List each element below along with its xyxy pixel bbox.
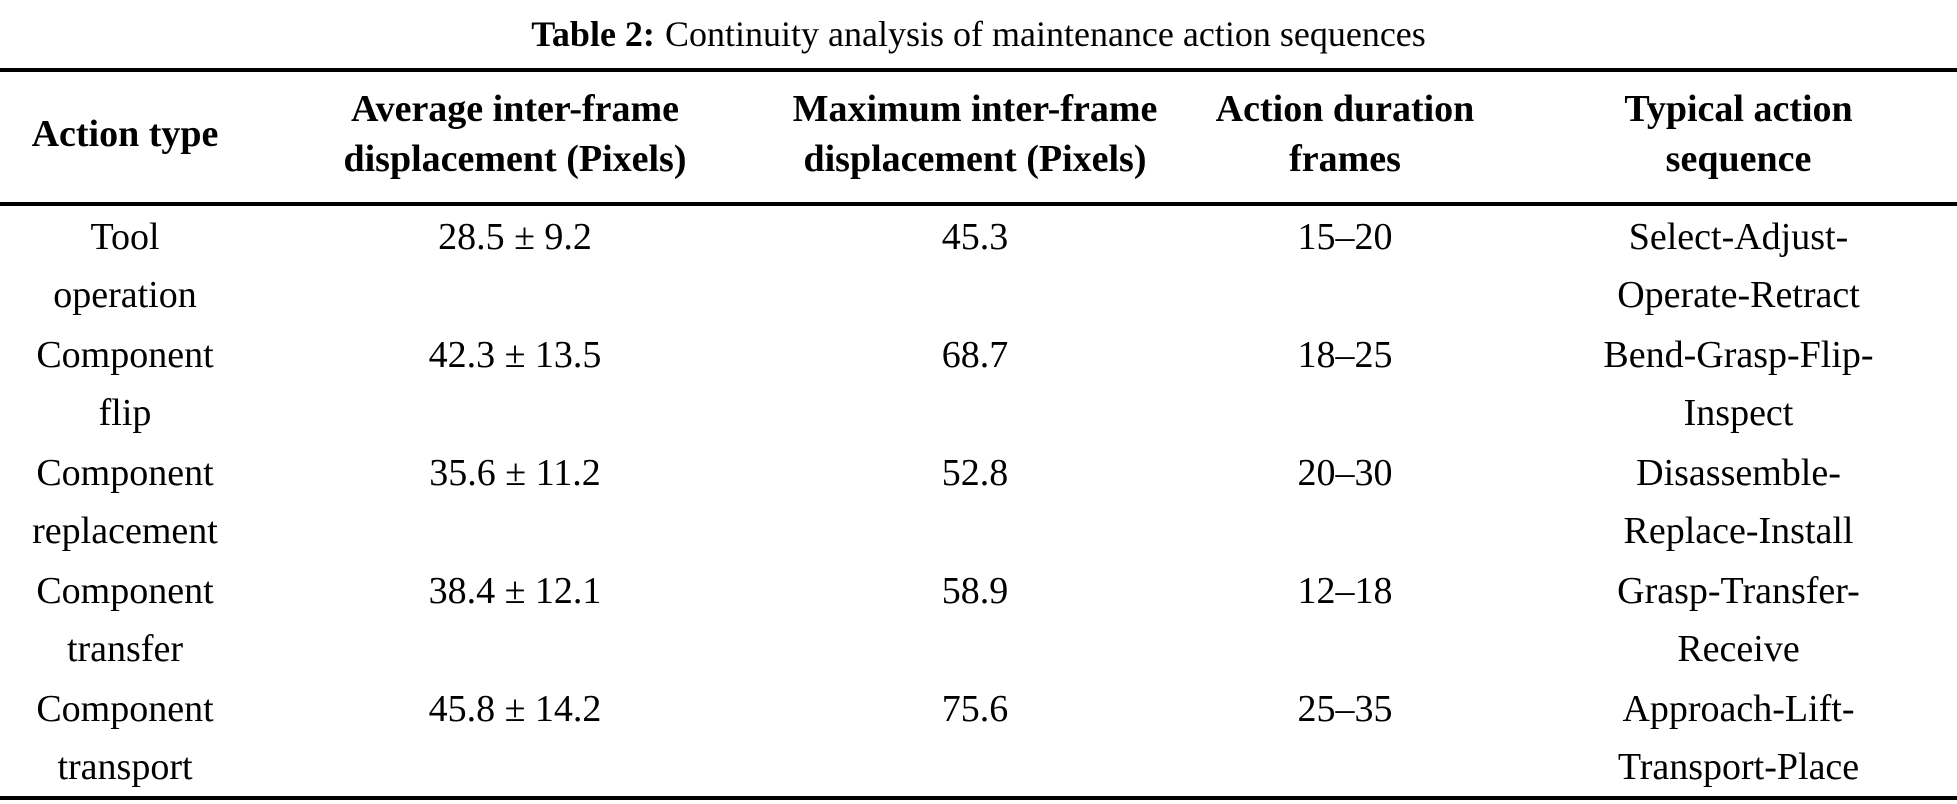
cell-duration-frames: 25–35 bbox=[1297, 688, 1393, 730]
cell-avg-displacement: 35.6 ± 11.2 bbox=[429, 452, 601, 494]
cell-max-displacement: 58.9 bbox=[941, 570, 1009, 612]
cell-action-type: Component transfer bbox=[36, 570, 214, 670]
cell-action-sequence: Grasp-Transfer- Receive bbox=[1617, 570, 1860, 670]
header-row: Action type Average inter-frame displace… bbox=[0, 70, 1957, 206]
caption-text: Continuity analysis of maintenance actio… bbox=[665, 14, 1426, 54]
table-row: Component transport 45.8 ± 14.2 75.6 25–… bbox=[0, 678, 1957, 798]
table-row: Tool operation 28.5 ± 9.2 45.3 15–20 Sel… bbox=[0, 204, 1957, 324]
cell-action-type: Component transport bbox=[36, 688, 214, 788]
col-header-action-type: Action type bbox=[0, 70, 250, 206]
cell-action-sequence: Bend-Grasp-Flip- Inspect bbox=[1603, 334, 1874, 434]
cell-max-displacement: 45.3 bbox=[941, 216, 1009, 258]
cell-action-sequence: Approach-Lift- Transport-Place bbox=[1617, 688, 1860, 788]
cell-avg-displacement: 45.8 ± 14.2 bbox=[428, 688, 602, 730]
cell-duration-frames: 18–25 bbox=[1297, 334, 1393, 376]
caption-label: Table 2: bbox=[531, 14, 655, 54]
col-header-duration-frames: Action duration frames bbox=[1170, 70, 1520, 206]
col-header-action-sequence: Typical action sequence bbox=[1520, 70, 1957, 206]
cell-duration-frames: 15–20 bbox=[1297, 216, 1393, 258]
table-row: Component replacement 35.6 ± 11.2 52.8 2… bbox=[0, 442, 1957, 560]
continuity-analysis-table: Action type Average inter-frame displace… bbox=[0, 68, 1957, 800]
cell-avg-displacement: 42.3 ± 13.5 bbox=[428, 334, 602, 376]
cell-max-displacement: 75.6 bbox=[941, 688, 1009, 730]
cell-max-displacement: 52.8 bbox=[941, 452, 1009, 494]
col-header-max-displacement: Maximum inter-frame displacement (Pixels… bbox=[780, 70, 1170, 206]
table-caption: Table 2: Continuity analysis of maintenan… bbox=[0, 0, 1957, 68]
cell-avg-displacement: 28.5 ± 9.2 bbox=[438, 216, 592, 258]
table-row: Component transfer 38.4 ± 12.1 58.9 12–1… bbox=[0, 560, 1957, 678]
cell-avg-displacement: 38.4 ± 12.1 bbox=[428, 570, 602, 612]
cell-action-sequence: Disassemble- Replace-Install bbox=[1623, 452, 1854, 552]
cell-duration-frames: 12–18 bbox=[1297, 570, 1393, 612]
table-row: Component flip 42.3 ± 13.5 68.7 18–25 Be… bbox=[0, 324, 1957, 442]
cell-action-type: Tool operation bbox=[53, 216, 197, 316]
cell-max-displacement: 68.7 bbox=[941, 334, 1009, 376]
cell-action-type: Component replacement bbox=[32, 452, 218, 552]
col-header-avg-displacement: Average inter-frame displacement (Pixels… bbox=[250, 70, 780, 206]
cell-duration-frames: 20–30 bbox=[1297, 452, 1393, 494]
cell-action-sequence: Select-Adjust- Operate-Retract bbox=[1617, 216, 1860, 316]
cell-action-type: Component flip bbox=[36, 334, 214, 434]
